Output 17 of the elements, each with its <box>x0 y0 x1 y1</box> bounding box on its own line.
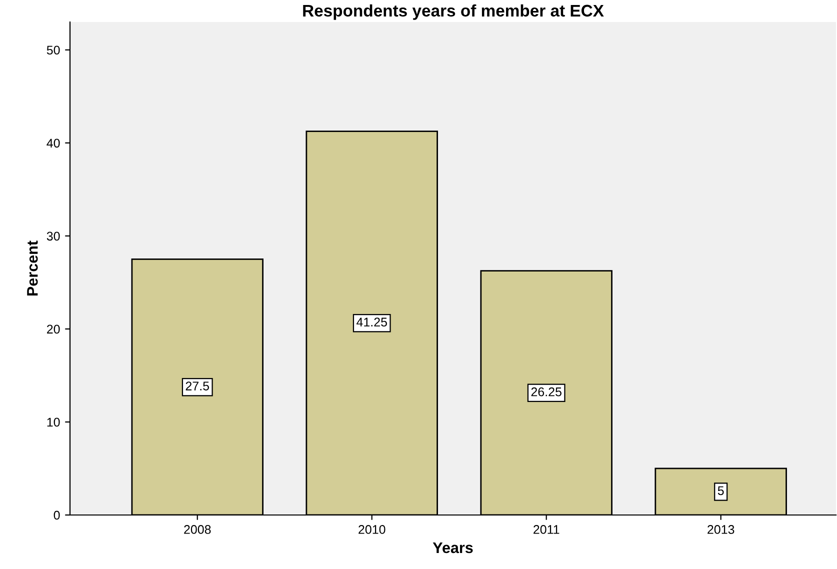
data-label: 26.25 <box>531 387 562 396</box>
x-axis-title: Years <box>432 542 473 554</box>
y-tick-label: 20 <box>47 324 60 334</box>
data-label: 41.25 <box>356 318 387 327</box>
y-tick-label: 0 <box>54 510 60 520</box>
x-tick-label: 2010 <box>358 525 386 534</box>
y-tick-label: 10 <box>47 418 60 427</box>
x-tick-label: 2013 <box>708 525 734 534</box>
x-tick-label: 2008 <box>184 525 211 534</box>
data-label: 27.5 <box>186 382 210 390</box>
y-tick-label: 50 <box>46 46 60 55</box>
y-tick-label: 40 <box>46 138 60 148</box>
y-tick-label: 30 <box>46 232 60 241</box>
x-tick-label: 2011 <box>534 525 560 534</box>
y-axis-title: Percent <box>27 240 38 296</box>
data-label: 5 <box>718 486 724 496</box>
chart-title: Respondents years of member at ECX <box>303 4 604 20</box>
